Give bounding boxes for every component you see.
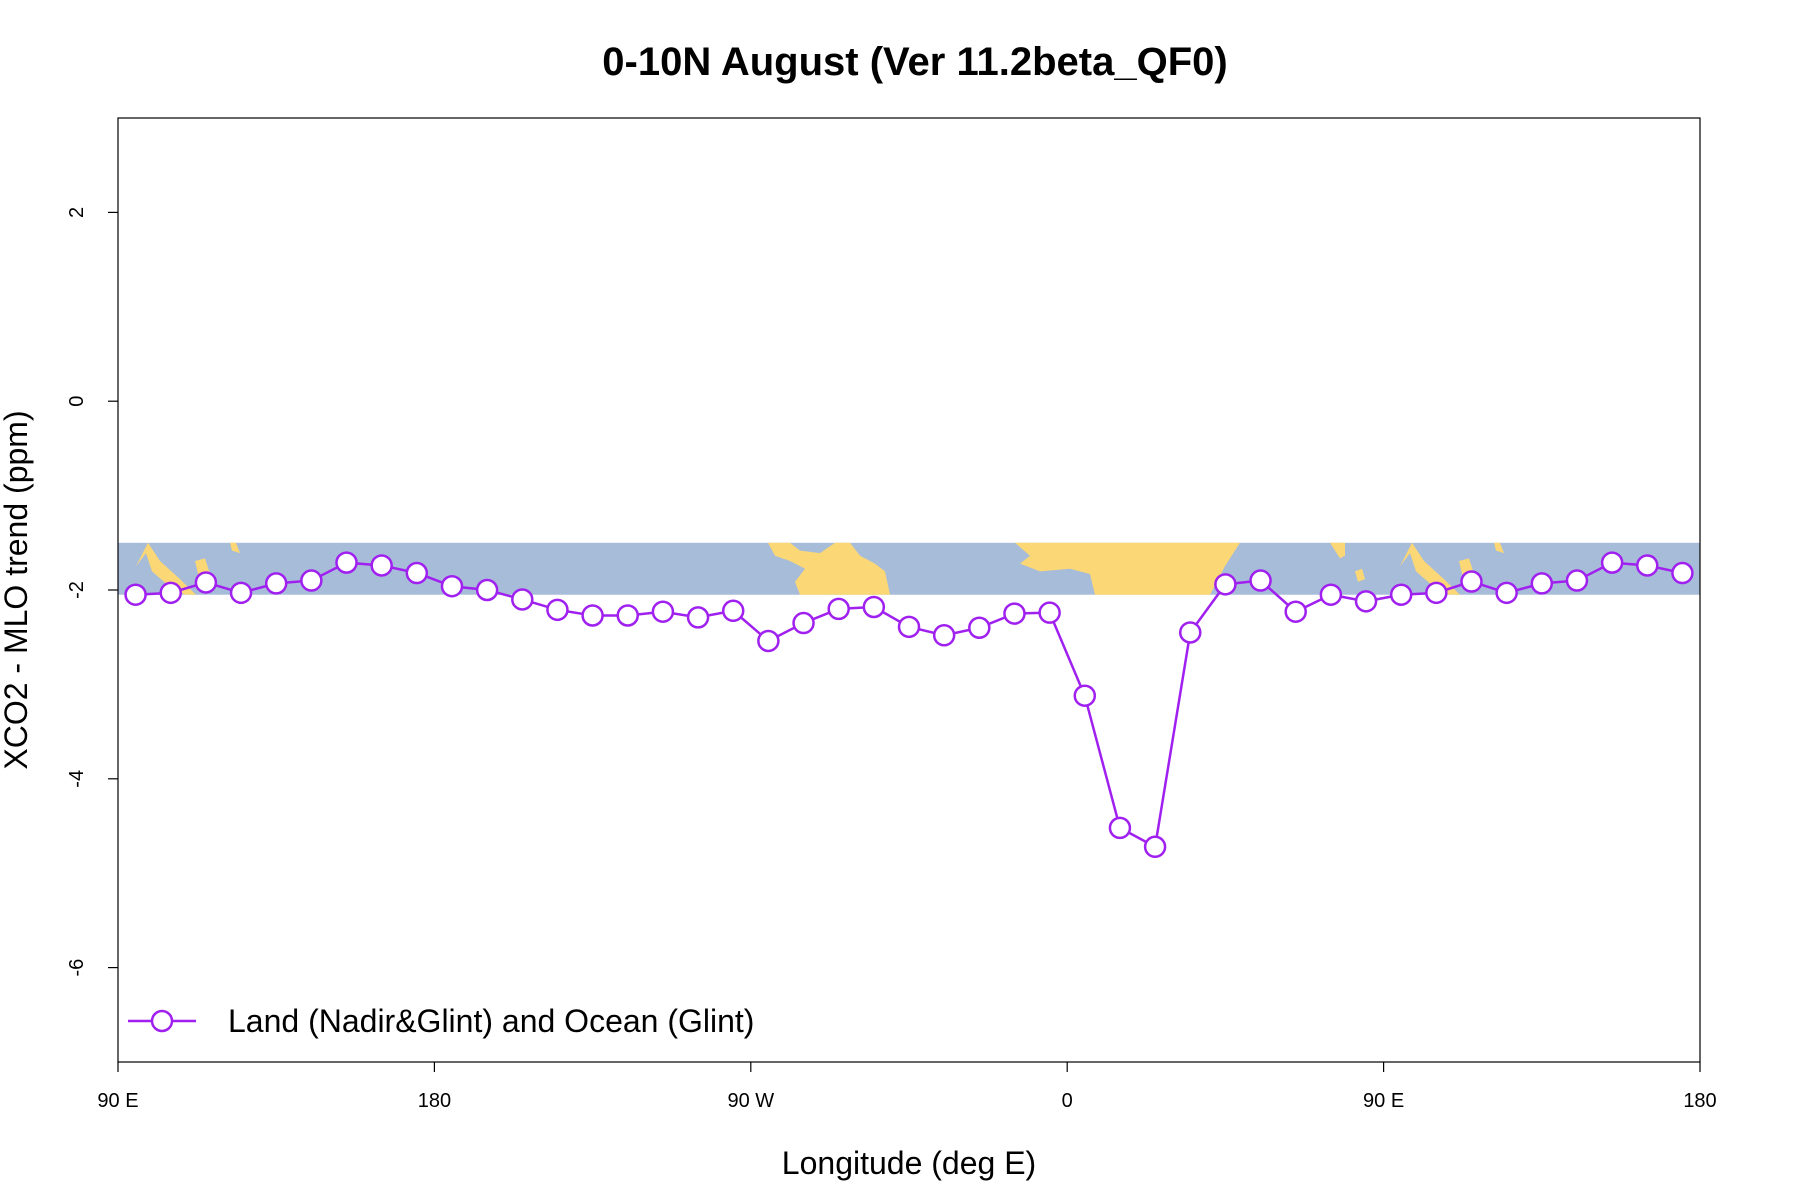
data-point <box>581 604 604 627</box>
data-point <box>1354 590 1378 613</box>
data-point <box>229 581 253 605</box>
data-point <box>1319 583 1343 606</box>
y-axis: 2 0 -2 -4 -6 <box>66 207 118 977</box>
data-point <box>932 624 956 647</box>
data-point <box>827 597 850 621</box>
x-axis: 90 E 180 90 W 0 90 E 180 <box>97 1062 1717 1112</box>
y-tick-label: 2 <box>66 207 88 218</box>
data-point <box>159 581 182 605</box>
data-point <box>721 599 745 623</box>
data-point <box>792 611 815 635</box>
data-point <box>1495 581 1518 605</box>
data-point <box>546 598 569 622</box>
data-point <box>475 578 499 602</box>
data-point <box>651 600 675 623</box>
data-point <box>1565 569 1589 592</box>
x-tick-label: 180 <box>418 1090 451 1112</box>
data-point <box>511 588 534 611</box>
data-point <box>968 616 991 640</box>
data-point <box>1389 583 1413 606</box>
legend: Land (Nadir&Glint) and Ocean (Glint) <box>128 1003 754 1039</box>
data-point <box>1214 573 1237 596</box>
data-point <box>1425 581 1448 605</box>
y-tick-label: 0 <box>66 396 88 407</box>
data-point <box>1073 684 1097 707</box>
data-point <box>1108 816 1132 840</box>
data-point <box>335 551 358 574</box>
land-shape-5 <box>1330 542 1345 559</box>
data-point <box>757 629 780 653</box>
land-shape-3 <box>768 542 890 595</box>
x-axis-label: Longitude (deg E) <box>782 1145 1036 1181</box>
x-tick-label: 0 <box>1062 1090 1073 1112</box>
x-tick-label: 90 W <box>727 1090 774 1112</box>
data-point <box>1460 570 1483 593</box>
legend-label: Land (Nadir&Glint) and Ocean (Glint) <box>228 1003 754 1039</box>
data-point <box>686 606 710 629</box>
data-point <box>1600 551 1624 574</box>
series-line <box>135 561 1683 849</box>
y-tick-label: -6 <box>66 959 88 977</box>
data-point <box>1671 561 1694 585</box>
data-point <box>300 569 323 592</box>
y-tick-label: -2 <box>66 581 88 599</box>
data-point <box>862 595 886 619</box>
series-layer <box>124 551 1694 859</box>
x-tick-label: 90 E <box>97 1090 138 1112</box>
data-point <box>1143 835 1167 859</box>
data-point <box>1284 600 1307 623</box>
data-point <box>1530 572 1554 595</box>
data-point <box>616 604 640 627</box>
data-point <box>124 583 147 606</box>
data-point <box>1636 554 1659 577</box>
data-point <box>405 561 429 585</box>
x-tick-label: 180 <box>1683 1090 1716 1112</box>
data-point <box>264 572 288 595</box>
y-tick-label: -4 <box>66 770 88 788</box>
data-point <box>370 554 393 577</box>
data-point <box>1003 602 1026 625</box>
legend-marker <box>150 1009 174 1033</box>
land-shape-7 <box>1400 542 1460 595</box>
land-shape-4 <box>1015 542 1240 595</box>
data-point <box>440 574 464 598</box>
land-shape-9 <box>1494 542 1504 554</box>
data-point <box>1249 569 1272 592</box>
x-tick-label: 90 E <box>1363 1090 1404 1112</box>
land-shape-2 <box>230 542 240 554</box>
data-point <box>1178 621 1202 644</box>
land-shape-0 <box>136 542 196 595</box>
land-shape-6 <box>1355 568 1365 582</box>
data-point <box>1038 601 1061 624</box>
data-point <box>194 571 218 594</box>
y-axis-label: XCO2 - MLO trend (ppm) <box>0 410 34 769</box>
data-point <box>897 615 921 639</box>
chart-title: 0-10N August (Ver 11.2beta_QF0) <box>602 40 1227 84</box>
